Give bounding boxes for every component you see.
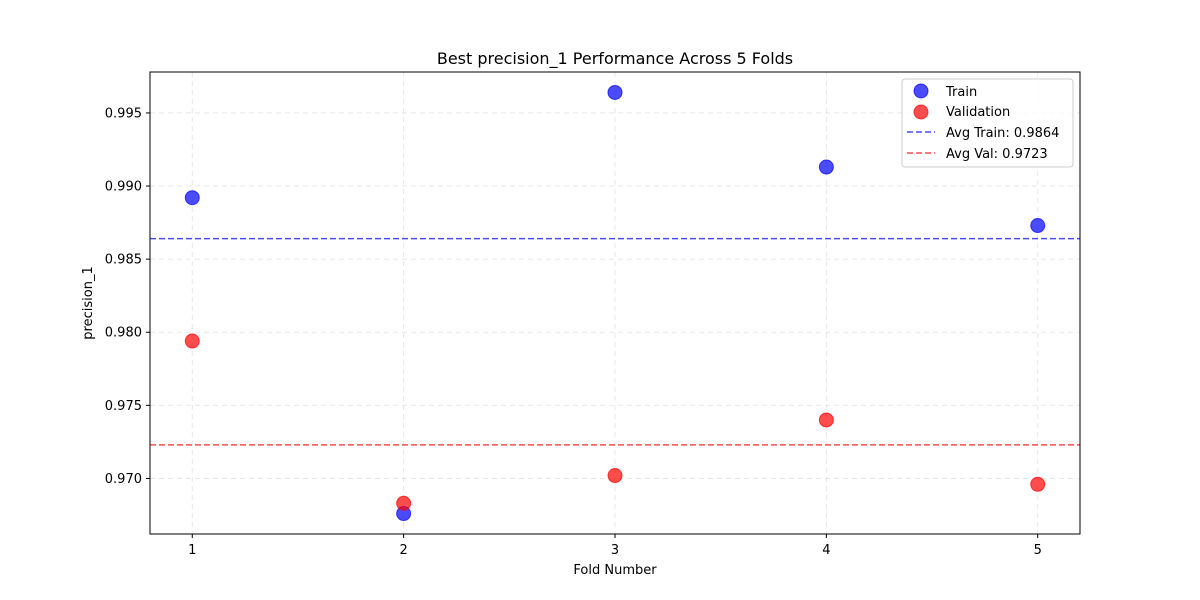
validation-point-fold-1	[184, 333, 200, 349]
reference-lines	[150, 237, 1080, 446]
legend-label-avg-val: Avg Val: 0.9723	[946, 147, 1048, 162]
x-tick-label: 1	[188, 543, 196, 558]
legend-label-avg-train: Avg Train: 0.9864	[946, 126, 1059, 141]
validation-point-fold-4	[818, 412, 834, 428]
y-tick-label: 0.995	[105, 106, 142, 121]
y-tick-label: 0.985	[105, 253, 142, 268]
data-points	[184, 84, 1046, 522]
legend-marker-validation	[913, 104, 929, 120]
validation-point-fold-2	[396, 495, 412, 511]
legend-label-train: Train	[945, 85, 977, 100]
legend: Train Validation Avg Train: 0.9864 Avg V…	[901, 78, 1074, 168]
validation-point-fold-5	[1030, 476, 1046, 492]
validation-point-fold-3	[607, 468, 623, 484]
y-axis-ticks: 0.970 0.975 0.980 0.985 0.990 0.995	[105, 106, 150, 487]
y-tick-label: 0.975	[105, 399, 142, 414]
y-tick-label: 0.990	[105, 180, 142, 195]
x-tick-label: 5	[1034, 543, 1042, 558]
x-tick-label: 2	[399, 543, 407, 558]
train-point-fold-4	[818, 159, 834, 175]
x-tick-label: 4	[822, 543, 830, 558]
y-axis-label: precision_1	[81, 266, 96, 339]
chart-title: Best precision_1 Performance Across 5 Fo…	[437, 49, 793, 69]
x-axis-ticks: 1 2 3 4 5	[188, 534, 1042, 558]
train-point-fold-3	[607, 84, 623, 100]
y-tick-label: 0.970	[105, 472, 142, 487]
x-axis-label: Fold Number	[573, 563, 657, 578]
legend-label-validation: Validation	[946, 105, 1010, 120]
train-point-fold-5	[1030, 218, 1046, 234]
y-tick-label: 0.980	[105, 326, 142, 341]
legend-frame	[901, 78, 1074, 168]
train-point-fold-1	[184, 190, 200, 206]
legend-marker-train	[913, 83, 929, 99]
x-tick-label: 3	[611, 543, 619, 558]
